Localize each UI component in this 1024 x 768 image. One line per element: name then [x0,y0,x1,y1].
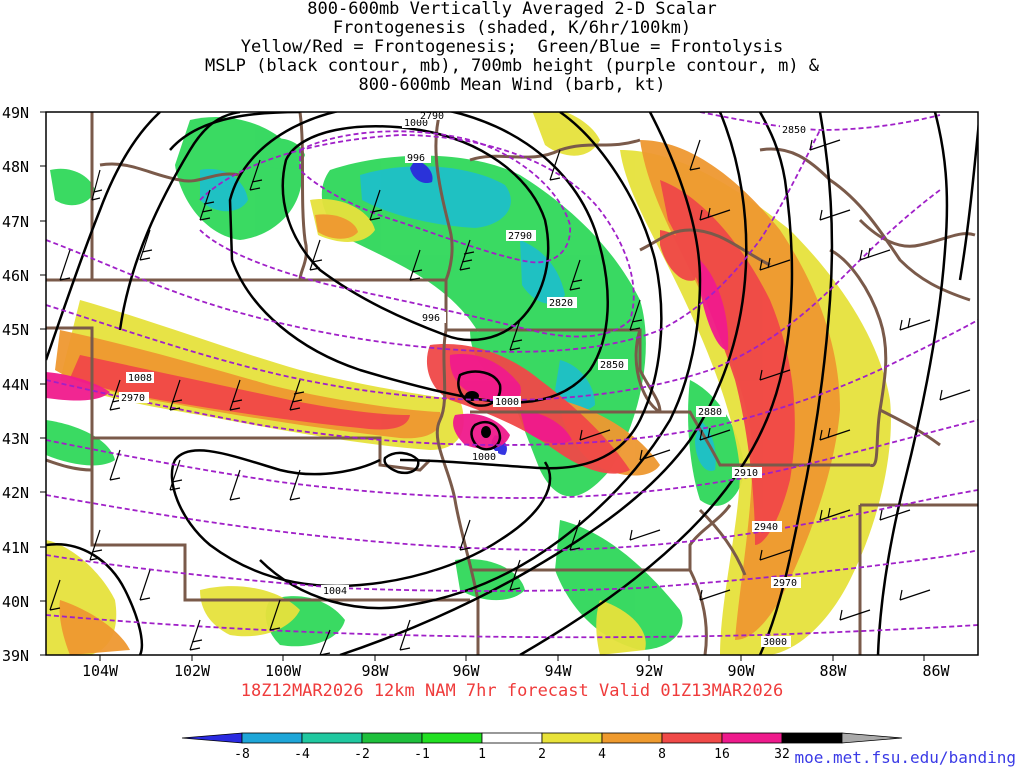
height-label: 2880 [698,407,722,418]
lat-label: 40N [2,593,29,611]
title-line-5: 800-600mb Mean Wind (barb, kt) [358,75,666,95]
colorbar-cell [721,732,783,744]
lon-label: 94W [544,662,572,680]
height-label: 2940 [754,522,778,533]
height-label: 2820 [549,298,573,309]
pressure-label: 1000 [404,118,428,129]
lon-label: 98W [361,662,389,680]
longitude-axis [99,655,925,661]
colorbar: -8 -4 -2 -1 1 2 4 8 16 32 [181,732,903,762]
lat-label: 45N [2,321,29,339]
longitude-labels: 104W 102W 100W 98W 96W 94W 92W 90W 88W 8… [82,662,951,680]
height-label: 2790 [420,111,444,122]
lon-label: 92W [635,662,663,680]
colorbar-label: -2 [354,747,370,762]
colorbar-label: 32 [774,747,790,762]
colorbar-label: 1 [478,747,486,762]
colorbar-label: 4 [598,747,606,762]
colorbar-labels: -8 -4 -2 -1 1 2 4 8 16 32 [234,747,790,762]
lon-label: 88W [819,662,847,680]
lon-label: 100W [265,662,302,680]
lon-label: 102W [174,662,211,680]
lat-label: 46N [2,267,29,285]
pressure-label: 1000 [472,452,496,463]
colorbar-cell [481,732,543,744]
colorbar-cell [241,732,303,744]
height-label: 2850 [782,125,806,136]
lat-label: 43N [2,430,29,448]
wind-barbs [49,139,971,655]
colorbar-cell [301,732,363,744]
latitude-labels: 49N 48N 47N 46N 45N 44N 43N 42N 41N 40N … [2,104,29,665]
lon-label: 86W [922,662,950,680]
colorbar-cell [781,732,843,744]
pressure-label: 1000 [495,397,519,408]
map-title: 800-600mb Vertically Averaged 2-D Scalar… [0,0,1024,95]
height-label: 2850 [600,360,624,371]
colorbar-cell [541,732,603,744]
title-line-2: Frontogenesis (shaded, K/6hr/100km) [332,18,692,38]
colorbar-cell [841,732,903,744]
height-label: 2970 [773,578,797,589]
colorbar-cell [421,732,483,744]
title-line-1: 800-600mb Vertically Averaged 2-D Scalar [307,0,717,19]
lat-label: 49N [2,104,29,122]
lat-label: 42N [2,484,29,502]
colorbar-cell [361,732,423,744]
lon-label: 96W [452,662,480,680]
lat-label: 48N [2,158,29,176]
frontolysis-strong-shading [200,160,716,471]
map-plot-area: 1000 996 996 1008 1000 1000 1004 2790 27… [46,111,978,655]
height-label: 3000 [763,637,787,648]
run-info: 18Z12MAR2026 12km NAM 7hr forecast Valid… [240,681,784,701]
height-label: 2970 [121,393,145,404]
lat-label: 41N [2,539,29,557]
lon-label: 90W [727,662,755,680]
colorbar-cell [181,732,243,744]
lat-label: 47N [2,213,29,231]
colorbar-cell [661,732,723,744]
colorbar-label: 16 [714,747,730,762]
colorbar-label: -4 [294,747,310,762]
pressure-label: 1004 [323,586,347,597]
colorbar-cell [601,732,663,744]
colorbar-label: 2 [538,747,546,762]
height-contours [46,112,978,639]
lat-label: 39N [2,647,29,665]
title-line-4: MSLP (black contour, mb), 700mb height (… [204,56,820,76]
height-label: 2910 [734,468,758,479]
credit-link[interactable]: moe.met.fsu.edu/banding [794,748,1016,767]
colorbar-cells [181,732,903,744]
latitude-axis [40,111,46,656]
pressure-label: 996 [407,153,425,164]
pressure-label: 996 [422,313,440,324]
contour-labels: 1000 996 996 1008 1000 1000 1004 2790 27… [119,111,810,648]
title-line-3: Yellow/Red = Frontogenesis; Green/Blue =… [240,37,784,57]
colorbar-label: -8 [234,747,250,762]
height-label: 2790 [508,231,532,242]
lon-label: 104W [82,662,119,680]
pressure-label: 1008 [128,373,152,384]
colorbar-label: -1 [414,747,430,762]
colorbar-label: 8 [658,747,666,762]
mslp-contours [46,112,978,655]
lat-label: 44N [2,376,29,394]
